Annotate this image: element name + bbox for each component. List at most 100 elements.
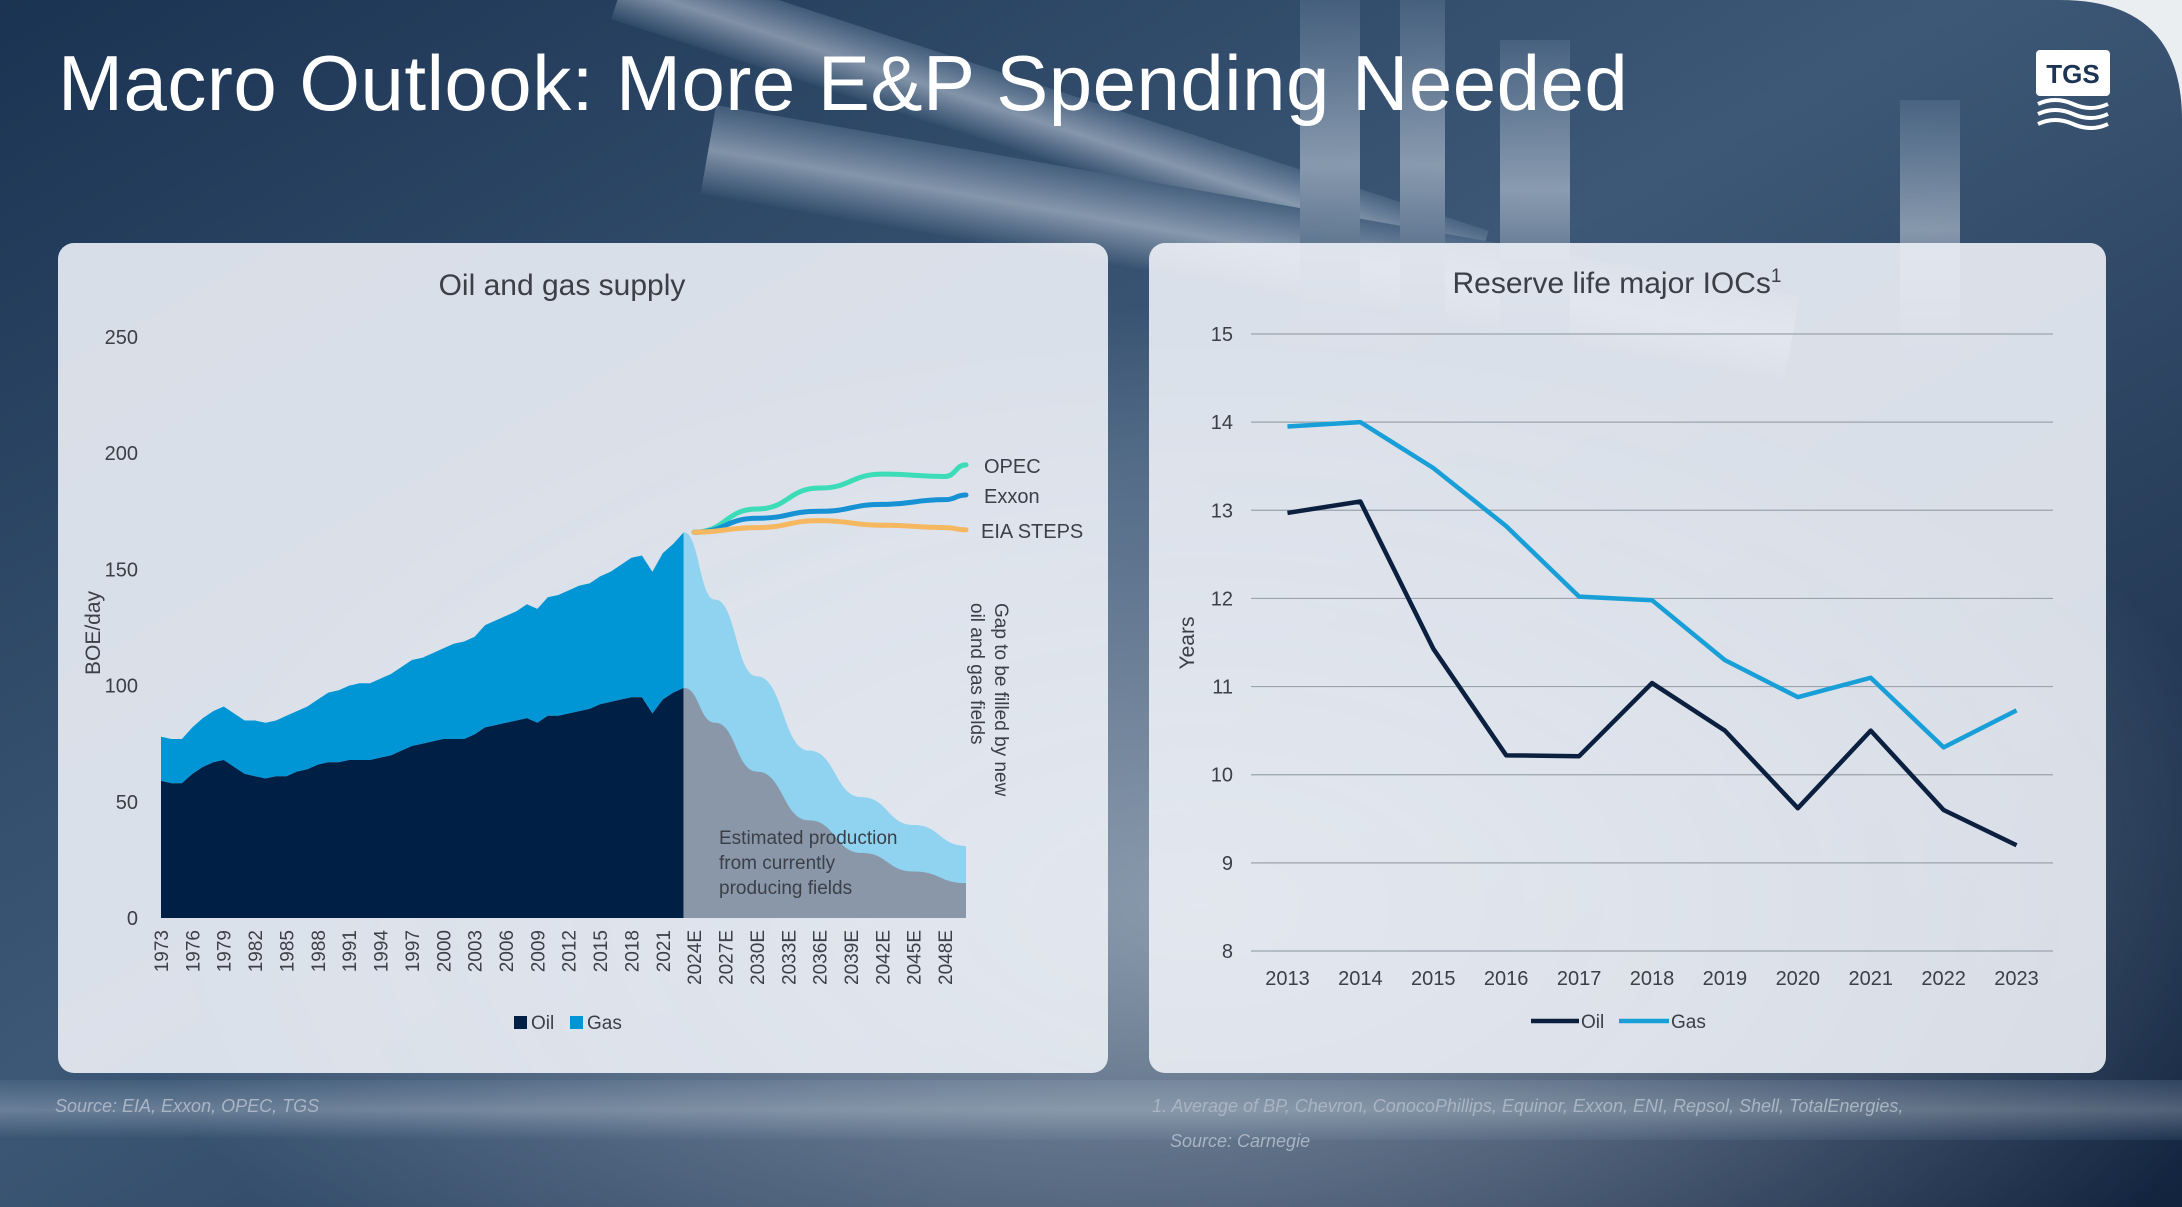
area-series xyxy=(161,532,684,918)
x-tick-label: 1976 xyxy=(183,930,204,972)
page-title: Macro Outlook: More E&P Spending Needed xyxy=(58,39,1629,127)
decline-oil-area xyxy=(683,687,966,918)
x-tick-label: 2017 xyxy=(1557,968,1602,990)
x-tick-label: 1988 xyxy=(309,930,330,972)
chart-title: Oil and gas supply xyxy=(439,269,686,302)
x-tick-label: 1991 xyxy=(340,930,361,972)
y-tick-label: 0 xyxy=(127,908,138,930)
y-tick-label: 12 xyxy=(1211,588,1233,610)
oil-area xyxy=(161,687,684,918)
gas-line xyxy=(1287,419,2018,750)
oil-line xyxy=(1287,499,2018,848)
x-tick-label: 2012 xyxy=(560,930,581,972)
decline-annotation-line: Estimated production xyxy=(719,828,898,849)
y-tick-label: 50 xyxy=(116,792,138,814)
x-tick-label: 2013 xyxy=(1265,968,1310,990)
line-series xyxy=(1287,419,2018,848)
y-tick-label: 10 xyxy=(1211,765,1233,787)
x-tick-label: 2018 xyxy=(622,930,643,972)
y-axis-label: Years xyxy=(1176,617,1199,670)
y-axis-ticks: 0 50 100 150 200 250 xyxy=(105,327,138,930)
oil-gas-supply-panel: Oil and gas supply BOE/day 0 50 100 150 200 2… xyxy=(58,243,1108,1073)
x-tick-label: 2036E xyxy=(811,930,832,985)
x-axis-ticks: 2013 2014 2015 2016 2017 2018 2019 2020 2021 2022… xyxy=(1265,968,2039,990)
chart-title-text: Reserve life major IOCs xyxy=(1453,267,1771,300)
gap-annotation-line: Gap to be filled by new xyxy=(990,603,1011,797)
decline-annotation-line: from currently xyxy=(719,853,836,874)
x-tick-label: 1985 xyxy=(277,930,298,972)
legend: Oil Gas xyxy=(1531,1012,1706,1033)
scenario-lines: OPEC Exxon EIA STEPS xyxy=(691,456,1083,543)
legend-gas-swatch xyxy=(570,1016,583,1029)
chart-title-superscript: 1 xyxy=(1771,266,1782,287)
x-tick-label: 2021 xyxy=(654,930,675,972)
x-tick-label: 2045E xyxy=(905,930,926,985)
gas-area xyxy=(161,532,684,918)
y-tick-label: 13 xyxy=(1211,500,1233,522)
y-tick-label: 15 xyxy=(1211,324,1233,346)
x-tick-label: 1994 xyxy=(372,930,393,973)
x-axis-ticks: 1973 1976 1979 1982 1985 1988 1991 1994 1997 2000… xyxy=(152,930,957,985)
x-tick-label: 2014 xyxy=(1338,968,1383,990)
footnote-line-1: 1. Average of BP, Chevron, ConocoPhillip… xyxy=(1152,1096,1904,1116)
legend-oil-label: Oil xyxy=(1581,1012,1604,1033)
y-tick-label: 200 xyxy=(105,443,138,465)
reserve-life-chart: Reserve life major IOCs1 Years 8 9 10 11 12 1… xyxy=(1176,266,2053,1033)
x-tick-label: 2022 xyxy=(1921,968,1966,990)
x-tick-label: 2020 xyxy=(1776,968,1821,990)
x-tick-label: 2027E xyxy=(717,930,738,985)
x-tick-label: 2023 xyxy=(1994,968,2039,990)
x-tick-label: 2018 xyxy=(1630,968,1675,990)
y-tick-label: 8 xyxy=(1222,941,1233,963)
footnote-line-2: Source: Carnegie xyxy=(1170,1131,1311,1151)
chart-title: Reserve life major IOCs1 xyxy=(1453,266,1782,300)
x-tick-label: 2006 xyxy=(497,930,518,972)
legend: Oil Gas xyxy=(514,1013,622,1034)
y-tick-label: 9 xyxy=(1222,853,1233,875)
x-tick-label: 2030E xyxy=(748,930,769,985)
opec-line xyxy=(691,462,969,535)
y-axis-ticks: 8 9 10 11 12 13 14 15 xyxy=(1211,324,1233,963)
opec-label: OPEC xyxy=(984,456,1041,478)
y-tick-label: 14 xyxy=(1211,412,1233,434)
x-tick-label: 2015 xyxy=(591,930,612,972)
x-tick-label: 2042E xyxy=(873,930,894,985)
x-tick-label: 2000 xyxy=(434,930,455,972)
x-tick-label: 2015 xyxy=(1411,968,1456,990)
legend-oil-swatch xyxy=(514,1016,527,1029)
x-tick-label: 1979 xyxy=(215,930,236,972)
legend-gas-label: Gas xyxy=(587,1013,622,1034)
x-tick-label: 2019 xyxy=(1703,968,1748,990)
y-axis-label: BOE/day xyxy=(82,590,105,675)
legend-oil-label: Oil xyxy=(531,1013,554,1034)
x-tick-label: 2039E xyxy=(842,930,863,985)
x-tick-label: 2033E xyxy=(779,930,800,985)
x-tick-label: 2021 xyxy=(1848,968,1893,990)
gridlines xyxy=(1251,333,2053,952)
x-tick-label: 2003 xyxy=(466,930,487,972)
eia-steps-line xyxy=(691,518,969,535)
decline-annotation-line: producing fields xyxy=(719,878,852,899)
x-tick-label: 2009 xyxy=(528,930,549,972)
exxon-label: Exxon xyxy=(984,486,1040,508)
x-tick-label: 2024E xyxy=(685,930,706,985)
source-note: Source: EIA, Exxon, OPEC, TGS xyxy=(55,1096,320,1116)
exxon-line xyxy=(691,492,969,535)
oil-gas-supply-chart: Oil and gas supply BOE/day 0 50 100 150 200 2… xyxy=(82,269,1083,1034)
decline-areas xyxy=(683,532,966,918)
y-tick-label: 100 xyxy=(105,676,138,698)
eia-steps-label: EIA STEPS xyxy=(981,521,1083,543)
x-tick-label: 1997 xyxy=(403,930,424,972)
x-tick-label: 2048E xyxy=(936,930,957,985)
gap-annotation-line: oil and gas fields xyxy=(966,603,987,745)
annotations: Estimated production from currently produc… xyxy=(719,603,1011,899)
reserve-life-panel: Reserve life major IOCs1 Years 8 9 10 11 12 1… xyxy=(1149,243,2106,1073)
x-tick-label: 1973 xyxy=(152,930,173,972)
logo-text: TGS xyxy=(2046,59,2099,89)
y-tick-label: 250 xyxy=(105,327,138,349)
legend-gas-label: Gas xyxy=(1671,1012,1706,1033)
tgs-logo: TGS xyxy=(2036,50,2110,130)
x-tick-label: 1982 xyxy=(246,930,267,972)
y-tick-label: 11 xyxy=(1212,677,1233,699)
y-tick-label: 150 xyxy=(105,559,138,581)
